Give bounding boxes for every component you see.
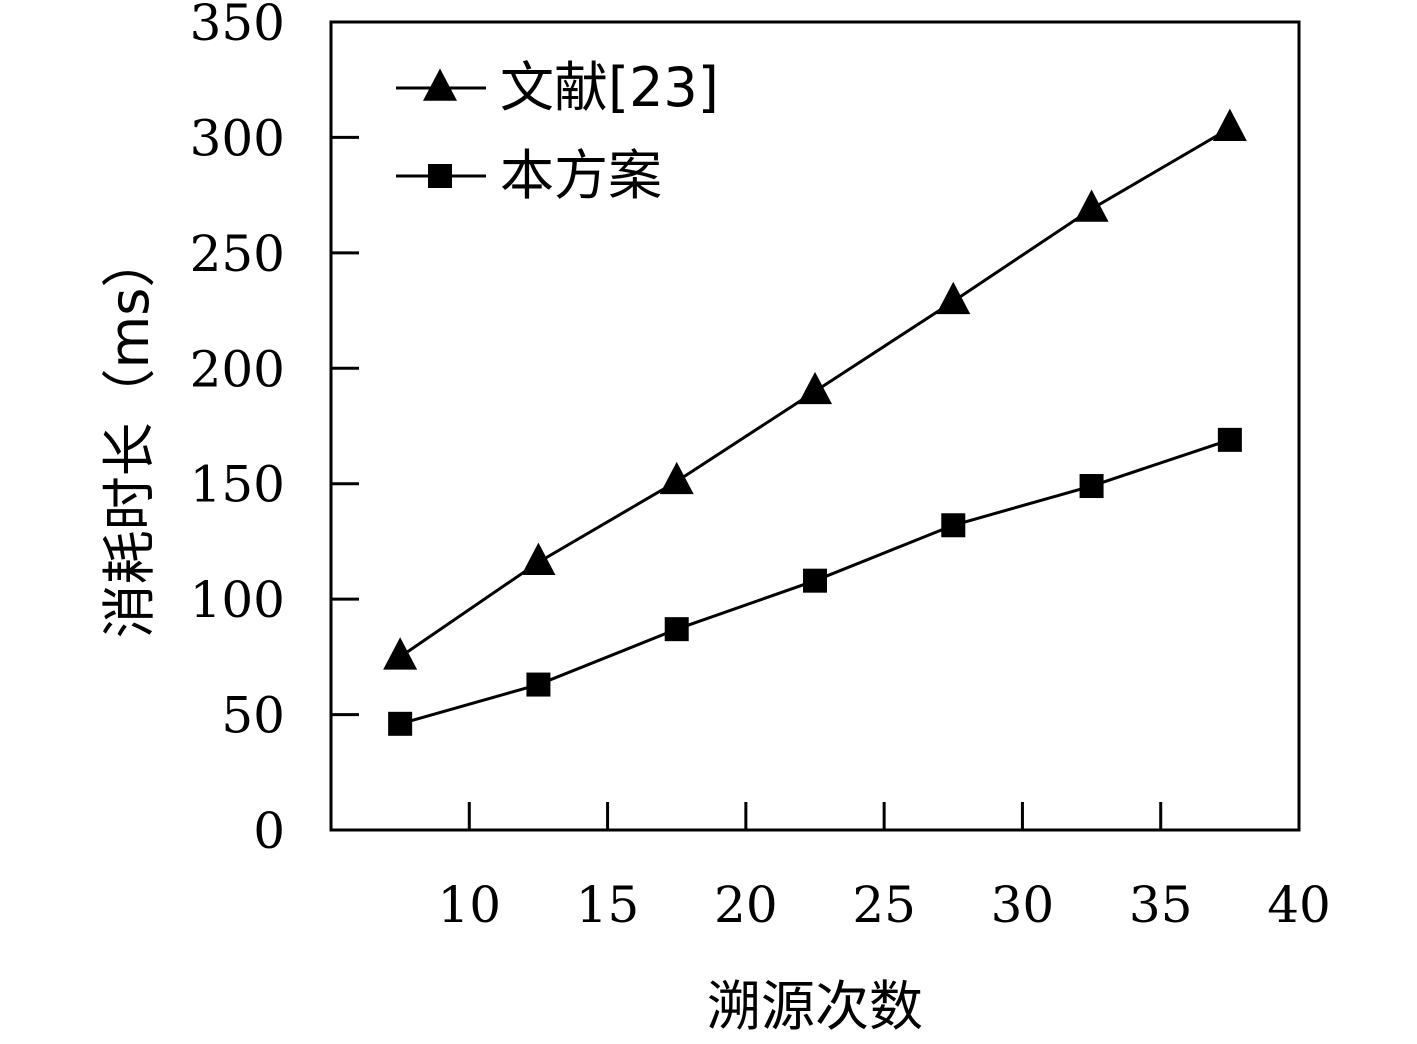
y-tick-label: 350	[190, 0, 285, 52]
legend-label: 文献[23]	[500, 56, 719, 119]
triangle-point	[383, 637, 418, 670]
legend: 文献[23] 本方案	[396, 56, 719, 207]
y-tick-label: 250	[190, 225, 285, 283]
y-tick-label: 200	[190, 340, 285, 398]
square-icon	[428, 164, 452, 188]
legend-item: 文献[23]	[396, 56, 719, 119]
x-tick-label: 35	[1129, 876, 1193, 934]
x-tick-label: 40	[1267, 876, 1331, 934]
x-tick-label: 30	[991, 876, 1055, 934]
x-tick-label: 15	[576, 876, 640, 934]
triangle-point	[1212, 108, 1247, 141]
y-tick-label: 100	[190, 571, 285, 629]
series-2	[388, 427, 1242, 736]
triangle-icon	[423, 68, 457, 101]
legend-label: 本方案	[500, 144, 662, 207]
triangle-point	[521, 542, 556, 575]
y-tick-label: 300	[190, 109, 285, 167]
triangle-point	[659, 461, 694, 495]
x-tick-label: 20	[714, 876, 778, 934]
square-point	[803, 568, 827, 593]
y-axis-ticks: 0 50 100 150 200 250 300 350	[190, 0, 359, 860]
x-tick-label: 10	[437, 876, 501, 934]
series-1	[383, 108, 1247, 670]
y-axis-title: 消耗时长（ms）	[98, 234, 161, 639]
plot-area	[329, 20, 1301, 832]
x-axis-title: 溯源次数	[707, 975, 923, 1038]
triangle-point	[798, 371, 832, 405]
triangle-point	[1074, 189, 1109, 222]
triangle-point	[936, 281, 971, 315]
square-point	[388, 711, 413, 736]
square-point	[1217, 427, 1242, 452]
square-point	[941, 513, 966, 538]
square-point	[526, 672, 551, 697]
x-tick-label: 25	[852, 876, 916, 934]
series-layer	[383, 108, 1247, 736]
square-point	[664, 617, 689, 642]
x-axis-ticks: 10 15 20 25 30 35 40	[437, 802, 1331, 934]
y-tick-label: 150	[190, 456, 285, 514]
y-tick-label: 0	[253, 802, 285, 860]
legend-item: 本方案	[396, 144, 662, 207]
y-tick-label: 50	[221, 687, 285, 745]
square-point	[1079, 474, 1104, 499]
